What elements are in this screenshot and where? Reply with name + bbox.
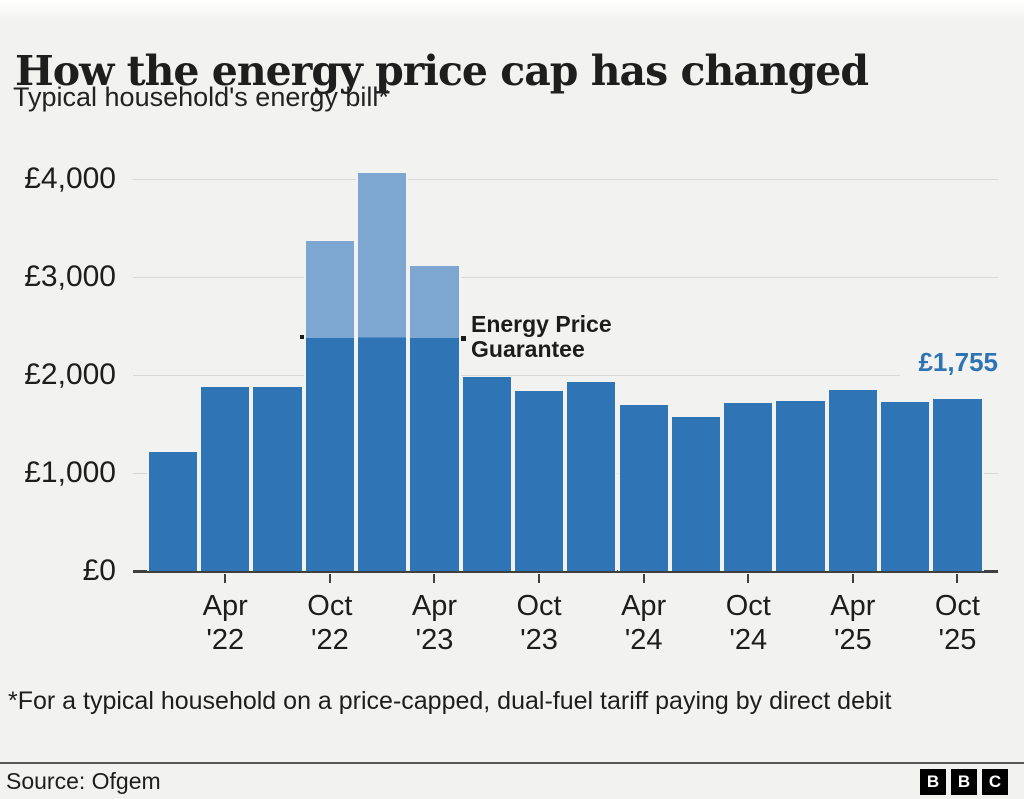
bar xyxy=(512,391,566,571)
bar-capped xyxy=(303,240,356,571)
x-axis-tick xyxy=(851,574,854,583)
bar xyxy=(199,387,252,571)
x-axis-label: Apr '25 xyxy=(830,590,876,656)
chart-subtitle: Typical household's energy bill* xyxy=(13,82,389,112)
bar xyxy=(669,417,723,571)
bar xyxy=(722,402,775,571)
x-axis-label: Apr '24 xyxy=(621,590,667,656)
gridline-2000 xyxy=(133,375,900,376)
gridline-3000 xyxy=(133,277,998,278)
x-axis-label: Oct '22 xyxy=(307,590,353,656)
bbc-logo-box-2: B xyxy=(951,769,977,795)
bar xyxy=(931,399,984,571)
x-axis-label: Apr '23 xyxy=(411,590,457,656)
energy-price-guarantee-line-dot xyxy=(461,336,466,341)
x-axis-tick xyxy=(538,574,541,583)
energy-price-guarantee-label-line1: Energy Price xyxy=(471,311,612,337)
bar xyxy=(565,382,618,571)
footnote: *For a typical household on a price-capp… xyxy=(8,687,892,715)
energy-price-guarantee-label: Energy Price Guarantee xyxy=(471,312,612,362)
y-axis-tick-label: £3,000 xyxy=(24,260,116,293)
bar-capped xyxy=(408,265,461,571)
source-label: Source: Ofgem xyxy=(6,768,161,794)
bar xyxy=(774,400,827,571)
x-axis-baseline xyxy=(133,570,998,573)
chart-title: How the energy price cap has changed xyxy=(15,47,869,96)
bar xyxy=(460,377,513,571)
x-axis-tick xyxy=(433,574,436,583)
x-axis-tick xyxy=(328,574,331,583)
x-axis-label: Oct '25 xyxy=(934,590,980,656)
bar xyxy=(879,402,932,571)
y-axis-tick-label: £1,000 xyxy=(24,456,116,489)
bar xyxy=(251,387,304,571)
gridline-4000 xyxy=(133,179,998,180)
bar-capped xyxy=(356,173,409,571)
footer-divider xyxy=(0,762,1024,764)
y-axis-tick-label: £2,000 xyxy=(24,358,116,391)
x-axis-label: Apr '22 xyxy=(202,590,248,656)
bbc-logo-box-1: B xyxy=(920,769,946,795)
bbc-logo: B B C xyxy=(920,769,1008,795)
x-axis-tick xyxy=(747,574,750,583)
bar xyxy=(826,389,879,571)
x-axis-tick xyxy=(642,574,645,583)
top-fade xyxy=(0,0,1024,22)
energy-price-guarantee-label-line2: Guarantee xyxy=(471,336,585,362)
bbc-logo-box-3: C xyxy=(982,769,1008,795)
x-axis-label: Oct '23 xyxy=(516,590,562,656)
latest-value-label: £1,755 xyxy=(918,347,998,377)
bar xyxy=(617,405,670,571)
y-axis-tick-label: £0 xyxy=(82,554,116,587)
bar xyxy=(146,451,200,571)
x-axis-tick xyxy=(956,574,959,583)
x-axis-label: Oct '24 xyxy=(725,590,771,656)
x-axis-tick xyxy=(224,574,227,583)
y-axis-tick-label: £4,000 xyxy=(24,162,116,195)
